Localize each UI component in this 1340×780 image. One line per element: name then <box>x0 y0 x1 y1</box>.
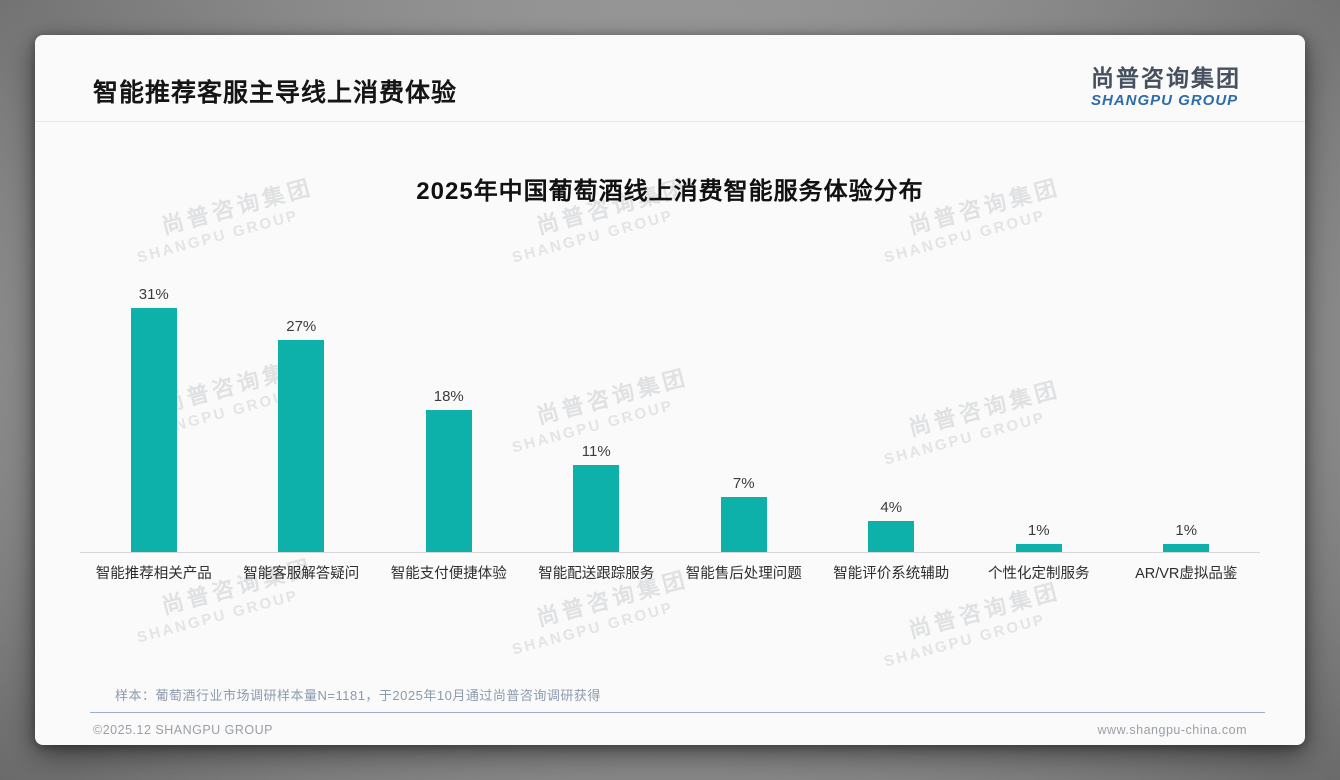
watermark-chinese-text: 尚普咨询集团 <box>905 578 1064 643</box>
watermark-english-text: SHANGPU GROUP <box>135 586 301 647</box>
watermark: 尚普咨询集团 SHANGPU GROUP <box>874 574 1069 671</box>
category-label: AR/VR虚拟品鉴 <box>1135 566 1238 582</box>
chart-title: 2025年中国葡萄酒线上消费智能服务体验分布 <box>416 178 924 205</box>
bar-value-label: 4% <box>880 498 903 516</box>
bar-column: 1% <box>965 522 1113 552</box>
bar-column: 11% <box>523 443 671 552</box>
sample-footnote: 样本：葡萄酒行业市场调研样本量N=1181，于2025年10月通过尚普咨询调研获… <box>115 688 601 703</box>
company-logo: 尚普咨询集团 SHANGPU GROUP <box>1091 65 1241 109</box>
bar-value-label: 27% <box>286 317 317 335</box>
bar-value-label: 7% <box>732 474 755 492</box>
bar <box>278 339 325 552</box>
bar <box>130 308 177 552</box>
bar <box>720 496 767 552</box>
slide-footer: ©2025.12 SHANGPU GROUP www.shangpu-china… <box>93 723 1247 737</box>
bar <box>1015 544 1062 552</box>
category-label: 个性化定制服务 <box>988 566 1090 582</box>
bar-value-label: 1% <box>1175 522 1198 540</box>
bar-column: 31% <box>80 286 228 552</box>
page-title: 智能推荐客服主导线上消费体验 <box>93 79 458 107</box>
category-label: 智能支付便捷体验 <box>390 566 507 582</box>
bar-column: 7% <box>670 475 818 552</box>
bar <box>1163 544 1210 552</box>
watermark-english-text: SHANGPU GROUP <box>882 610 1048 671</box>
category-axis: 智能推荐相关产品 智能客服解答疑问 智能支付便捷体验 智能配送跟踪服务 智能售后处理问题… <box>80 562 1260 583</box>
watermark-english-text: SHANGPU GROUP <box>510 598 676 659</box>
bar-column: 4% <box>818 499 966 552</box>
bar-column: 18% <box>375 388 523 552</box>
logo-english-text: SHANGPU GROUP <box>1091 91 1239 109</box>
bar-value-label: 1% <box>1027 522 1050 540</box>
bar <box>868 520 915 552</box>
bar <box>425 410 472 552</box>
category-label: 智能配送跟踪服务 <box>538 566 655 582</box>
category-label: 智能客服解答疑问 <box>243 566 360 582</box>
category-label: 智能售后处理问题 <box>685 566 802 582</box>
footer-divider <box>90 712 1265 713</box>
watermark-english-text: SHANGPU GROUP <box>135 206 301 267</box>
category-label: 智能评价系统辅助 <box>833 566 950 582</box>
bar-column: 1% <box>1113 522 1261 552</box>
category-label: 智能推荐相关产品 <box>95 566 212 582</box>
copyright-text: ©2025.12 SHANGPU GROUP <box>93 723 273 737</box>
bar-value-label: 31% <box>138 286 169 304</box>
slide-header: 智能推荐客服主导线上消费体验 尚普咨询集团 SHANGPU GROUP <box>35 35 1305 122</box>
slide-card: 尚普咨询集团 SHANGPU GROUP 尚普咨询集团 SHANGPU GROUP 尚普… <box>35 35 1305 745</box>
website-url: www.shangpu-china.com <box>1097 723 1247 737</box>
watermark-english-text: SHANGPU GROUP <box>510 206 676 267</box>
bar-value-label: 18% <box>433 388 464 406</box>
bar-plot: 31% 27% 18% 11% 7% 4% 1% 1% <box>80 275 1260 553</box>
bar <box>573 465 620 552</box>
bar-value-label: 11% <box>581 443 611 461</box>
bar-column: 27% <box>228 318 376 552</box>
logo-chinese-text: 尚普咨询集团 <box>1091 65 1241 92</box>
watermark-english-text: SHANGPU GROUP <box>882 206 1048 267</box>
